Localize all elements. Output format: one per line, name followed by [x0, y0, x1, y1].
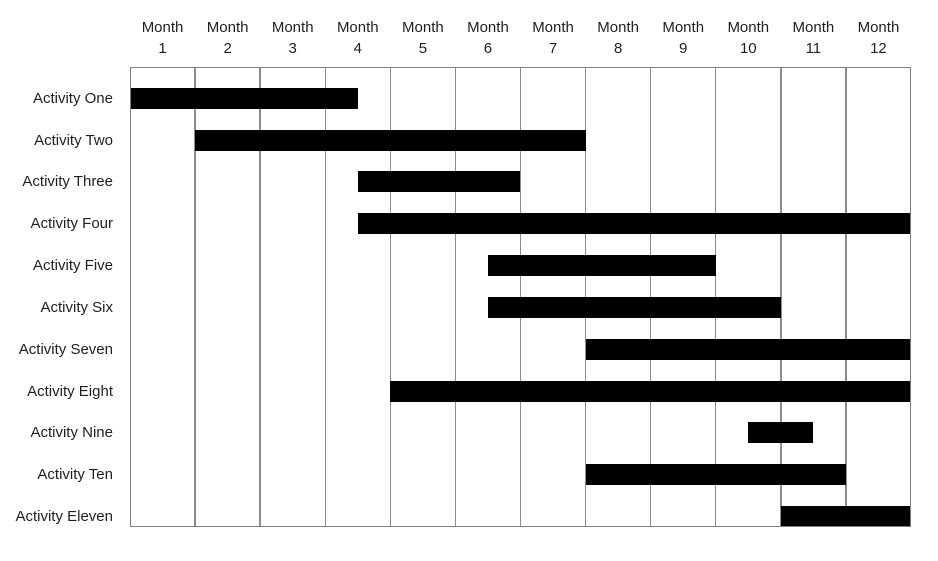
month-header-12: Month 12 [846, 17, 911, 59]
month-header-word: Month [336, 19, 379, 36]
month-header-word: Month [141, 19, 184, 36]
month-header-word: Month [597, 19, 639, 36]
gantt-bar [585, 464, 846, 486]
month-header-number: 4 [353, 40, 362, 57]
month-header-word: Month [662, 19, 705, 36]
activity-label: Activity One [32, 89, 113, 107]
month-header-1: Month 1 [130, 17, 195, 59]
month-header-6: Month 6 [455, 17, 520, 59]
activity-label: Activity Two [34, 131, 113, 149]
activity-label: Activity Three [22, 173, 113, 191]
month-header-11: Month 11 [781, 17, 846, 59]
month-header-7: Month 7 [521, 17, 586, 59]
gantt-bar [357, 213, 911, 235]
month-header-number: 9 [679, 40, 688, 57]
month-header-word: Month [271, 19, 314, 36]
month-header-3: Month 3 [260, 17, 325, 59]
month-header-number: 2 [223, 40, 232, 57]
month-header-number: 3 [288, 40, 297, 57]
gantt-bar [487, 255, 716, 277]
gantt-bar [748, 422, 814, 444]
gantt-bar [585, 338, 911, 360]
month-header-4: Month 4 [325, 17, 390, 59]
activity-label: Activity Eleven [15, 508, 113, 525]
month-header-word: Month [532, 19, 574, 36]
month-header-number: 1 [158, 40, 167, 57]
month-header-word: Month [727, 19, 770, 36]
activity-label: Activity Five [32, 257, 113, 275]
activity-label: Activity Ten [37, 466, 113, 484]
gantt-bar [487, 296, 781, 318]
month-header-10: Month 10 [716, 17, 781, 59]
gantt-bar [357, 171, 521, 193]
vertical-gridline [259, 67, 261, 527]
month-header-word: Month [792, 19, 835, 36]
gantt-bar [390, 380, 911, 402]
activity-label: Activity Seven [18, 340, 113, 358]
activity-label: Activity Four [30, 215, 113, 233]
vertical-gridline [845, 67, 847, 527]
month-header-number: 8 [613, 40, 623, 57]
month-header-2: Month 2 [195, 17, 260, 59]
activity-label: Activity Six [40, 298, 113, 316]
vertical-gridline [194, 67, 196, 527]
month-header-word: Month [402, 19, 444, 36]
month-header-word: Month [857, 19, 900, 36]
activity-label: Activity Nine [30, 424, 113, 442]
month-header-number: 5 [418, 40, 428, 57]
month-header-word: Month [467, 19, 509, 36]
vertical-gridline [454, 67, 457, 527]
month-header-8: Month 8 [586, 17, 651, 59]
month-header-9: Month 9 [651, 17, 716, 59]
month-header-number: 6 [483, 40, 493, 57]
month-header-number: 10 [739, 40, 757, 57]
month-header-number: 11 [805, 40, 822, 57]
activity-label: Activity Eight [27, 382, 113, 400]
month-header-word: Month [206, 19, 249, 36]
month-header-5: Month 5 [390, 17, 455, 59]
gantt-bar [780, 506, 911, 527]
gantt-bar [130, 87, 358, 109]
vertical-gridline [324, 67, 326, 527]
gantt-bar [195, 129, 586, 151]
month-header-number: 12 [870, 40, 887, 57]
vertical-gridline [389, 67, 392, 527]
month-header-number: 7 [548, 40, 558, 57]
plot-area [130, 67, 911, 527]
